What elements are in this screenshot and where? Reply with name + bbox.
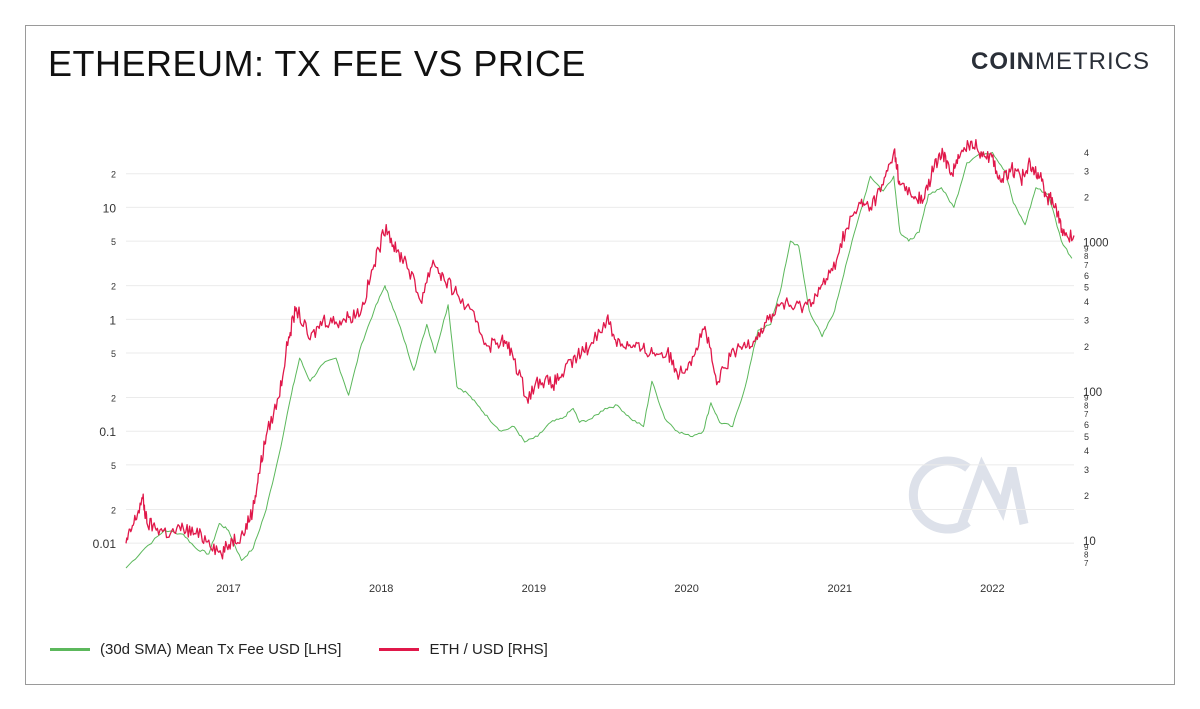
legend-item-fee[interactable]: (30d SMA) Mean Tx Fee USD [LHS] <box>50 641 341 658</box>
x-tick-label: 2018 <box>369 583 393 595</box>
grid-lines <box>126 173 1074 544</box>
right-tick-label: 6 <box>1084 271 1089 281</box>
left-tick-label: 2 <box>111 394 116 404</box>
x-tick-label: 2020 <box>674 583 698 595</box>
watermark-c <box>908 456 971 534</box>
right-tick-label: 9 <box>1084 543 1089 552</box>
right-tick-label: 9 <box>1084 244 1089 253</box>
watermark-logo <box>908 456 1029 534</box>
right-tick-label: 2 <box>1084 342 1089 352</box>
x-tick-label: 2019 <box>522 583 546 595</box>
right-tick-label: 1000 <box>1083 238 1109 250</box>
left-tick-label: 1 <box>109 313 116 327</box>
series-line-price <box>125 139 1075 560</box>
right-tick-label: 7 <box>1084 559 1089 568</box>
legend-swatch-price <box>379 648 420 651</box>
legend: (30d SMA) Mean Tx Fee USD [LHS] ETH / US… <box>50 641 548 658</box>
page-title: ETHEREUM: TX FEE VS PRICE <box>48 43 586 84</box>
left-tick-label: 2 <box>111 282 116 292</box>
left-tick-label: 0.1 <box>99 425 116 439</box>
right-tick-label: 2 <box>1084 193 1089 203</box>
legend-label-price: ETH / USD [RHS] <box>429 641 548 658</box>
right-tick-label: 10 <box>1083 536 1096 548</box>
right-tick-label: 7 <box>1084 261 1089 270</box>
right-tick-label: 3 <box>1084 316 1089 326</box>
brand-logo-light: METRICS <box>1035 48 1150 75</box>
right-tick-label: 7 <box>1084 410 1089 419</box>
right-tick-label: 100 <box>1083 387 1102 399</box>
right-tick-label: 9 <box>1084 394 1089 403</box>
legend-swatch-fee <box>50 648 90 651</box>
x-axis: 2017 2018 2019 2020 2021 2022 <box>216 583 1004 595</box>
right-tick-label: 8 <box>1084 401 1089 410</box>
right-tick-label: 4 <box>1084 297 1089 307</box>
right-tick-label: 6 <box>1084 420 1089 430</box>
left-tick-label: 5 <box>111 461 116 471</box>
right-tick-label: 3 <box>1084 166 1089 176</box>
left-tick-label: 5 <box>111 237 116 247</box>
brand-logo: COINMETRICS <box>971 48 1150 76</box>
right-tick-label: 5 <box>1084 432 1089 442</box>
right-tick-label: 2 <box>1084 491 1089 501</box>
left-tick-label: 10 <box>103 201 117 215</box>
right-tick-label: 4 <box>1084 148 1089 158</box>
right-tick-label: 8 <box>1084 252 1089 261</box>
x-tick-label: 2022 <box>980 583 1004 595</box>
right-tick-label: 4 <box>1084 446 1089 456</box>
chart-frame <box>25 25 1175 685</box>
left-tick-label: 0.01 <box>93 537 117 551</box>
legend-item-price[interactable]: ETH / USD [RHS] <box>379 641 548 658</box>
legend-label-fee: (30d SMA) Mean Tx Fee USD [LHS] <box>100 641 342 658</box>
x-tick-label: 2017 <box>216 583 240 595</box>
watermark-m <box>957 456 1029 526</box>
brand-logo-bold: COIN <box>971 48 1035 75</box>
left-tick-label: 2 <box>111 170 116 180</box>
right-tick-label: 3 <box>1084 465 1089 475</box>
x-tick-label: 2021 <box>827 583 851 595</box>
left-tick-label: 5 <box>111 349 116 359</box>
right-tick-label: 8 <box>1084 551 1089 560</box>
series-layer <box>125 139 1075 569</box>
right-tick-label: 5 <box>1084 283 1089 293</box>
series-line-fee <box>125 151 1073 569</box>
left-tick-label: 2 <box>111 505 116 515</box>
left-axis: 0.01 0.1 1 10 2 5 2 5 2 5 2 <box>93 170 117 551</box>
